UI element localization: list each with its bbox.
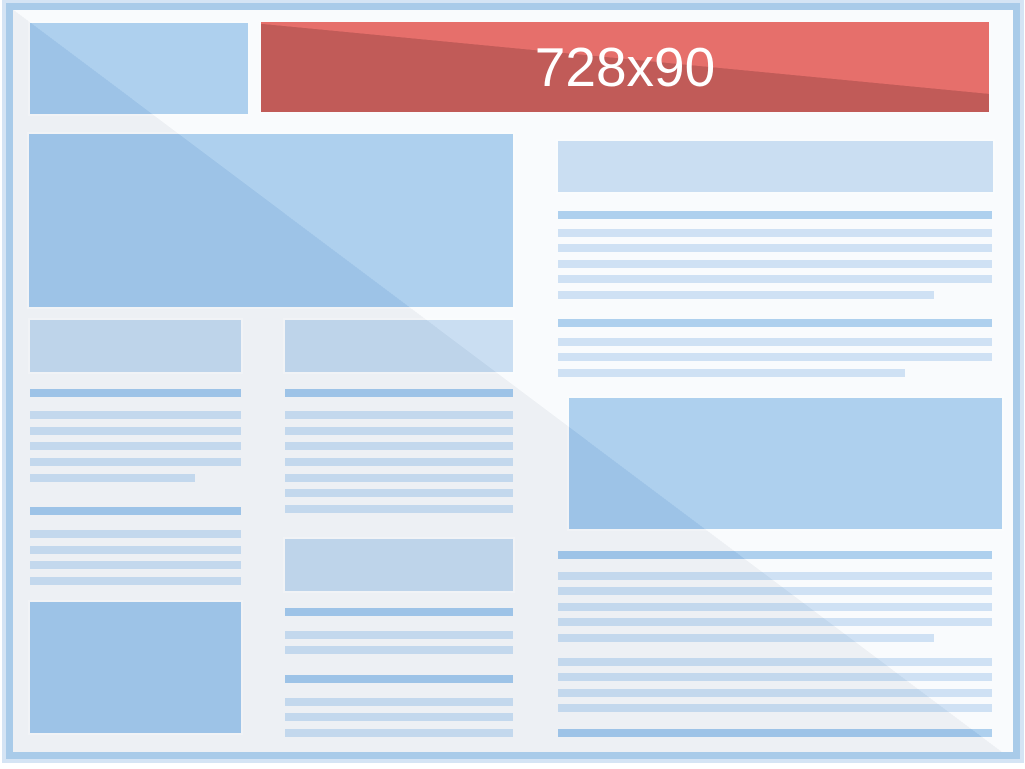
leaderboard-ad-banner[interactable]: 728x90	[261, 22, 989, 112]
paragraph-line	[30, 442, 241, 450]
paragraph-line	[285, 646, 513, 654]
sidebar-column	[558, 141, 1002, 737]
paragraph-line	[558, 658, 992, 666]
paragraph-line	[285, 474, 513, 482]
paragraph-line	[558, 603, 992, 611]
inline-image-placeholder	[285, 539, 513, 591]
subheading-line	[558, 729, 992, 737]
paragraph-line	[285, 729, 513, 737]
paragraph-line	[285, 489, 513, 497]
subheading-line	[285, 389, 513, 397]
paragraph-line	[30, 577, 241, 585]
inline-image-placeholder	[30, 602, 241, 733]
paragraph-line	[558, 689, 992, 697]
subheading-line	[30, 507, 241, 515]
paragraph-line	[30, 530, 241, 538]
subheading-line	[558, 319, 992, 327]
article-column-left	[30, 320, 241, 733]
paragraph-line	[558, 704, 992, 712]
paragraph-line	[558, 353, 992, 361]
column-heading-placeholder	[285, 320, 513, 372]
subheading-line	[285, 675, 513, 683]
paragraph-line	[558, 572, 992, 580]
paragraph-line	[285, 427, 513, 435]
paragraph-line	[558, 618, 992, 626]
site-logo-placeholder	[30, 23, 248, 114]
paragraph-line	[285, 631, 513, 639]
paragraph-line	[285, 698, 513, 706]
paragraph-line	[285, 713, 513, 721]
paragraph-line-short	[558, 291, 934, 299]
paragraph-line	[558, 260, 992, 268]
paragraph-line	[30, 427, 241, 435]
paragraph-line	[558, 275, 992, 283]
sidebar-image-placeholder	[569, 398, 1002, 529]
paragraph-line	[30, 411, 241, 419]
sidebar-heading-placeholder	[558, 141, 993, 192]
subheading-line	[30, 389, 241, 397]
paragraph-line	[285, 458, 513, 466]
paragraph-line-short	[558, 634, 934, 642]
ad-size-label: 728x90	[534, 35, 716, 98]
paragraph-line-short	[30, 474, 195, 482]
paragraph-line	[285, 442, 513, 450]
paragraph-line	[558, 587, 992, 595]
subheading-line	[558, 211, 992, 219]
paragraph-line	[558, 244, 992, 252]
paragraph-line-short	[558, 369, 905, 377]
paragraph-line	[558, 338, 992, 346]
paragraph-line	[30, 561, 241, 569]
paragraph-line	[30, 546, 241, 554]
webpage-canvas: 728x90	[13, 10, 1013, 752]
paragraph-line	[30, 458, 241, 466]
paragraph-line	[558, 229, 992, 237]
column-heading-placeholder	[30, 320, 241, 372]
paragraph-line	[285, 411, 513, 419]
subheading-line	[285, 608, 513, 616]
hero-image-placeholder	[29, 134, 513, 307]
subheading-line	[558, 551, 992, 559]
article-column-middle	[285, 320, 513, 737]
paragraph-line	[285, 505, 513, 513]
paragraph-line	[558, 673, 992, 681]
